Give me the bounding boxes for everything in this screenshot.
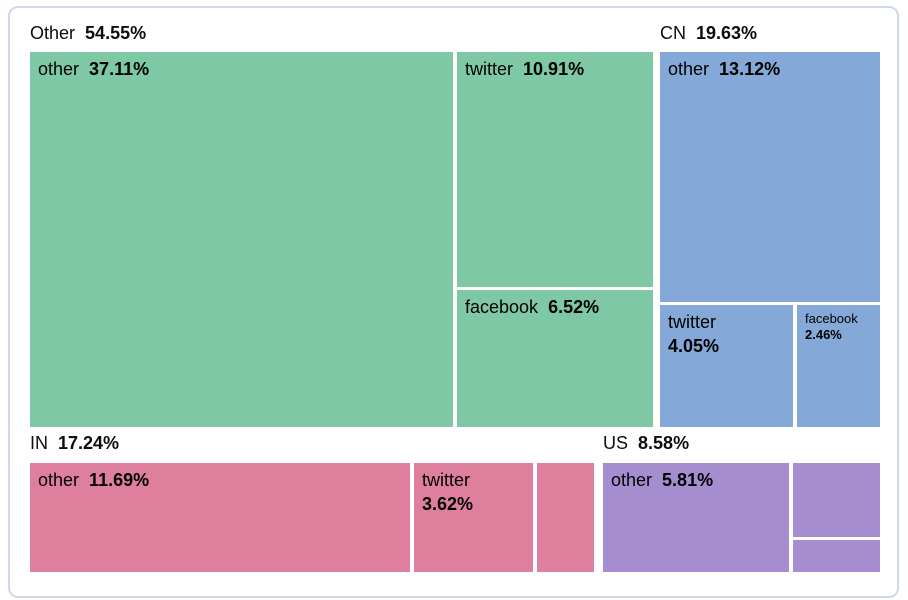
cell-other-twitter[interactable]: twitter 10.91% [457,52,653,287]
group-name: IN [30,433,48,453]
cell-value: 11.69% [89,470,150,490]
group-value: 54.55% [85,23,147,43]
cell-in-other[interactable]: other 11.69% [30,463,410,572]
cell-label: facebook [805,311,858,326]
cell-label: twitter [465,59,514,79]
cell-label: other [611,470,653,490]
cell-other-facebook[interactable]: facebook 6.52% [457,290,653,427]
cell-label: other [38,470,80,490]
group-name: CN [660,23,686,43]
cell-value: 13.12% [719,59,781,79]
group-label-cn: CN 19.63% [660,20,757,46]
group-label-us: US 8.58% [603,430,689,456]
group-value: 17.24% [58,433,120,453]
cell-in-unlabeled[interactable] [537,463,594,572]
cell-value: 6.52% [548,297,600,317]
group-label-in: IN 17.24% [30,430,119,456]
cell-us-other[interactable]: other 5.81% [603,463,789,572]
group-value: 8.58% [638,433,690,453]
cell-cn-twitter[interactable]: twitter 4.05% [660,305,793,427]
cell-value: 5.81% [662,470,714,490]
cell-cn-facebook[interactable]: facebook 2.46% [797,305,880,427]
cell-cn-other[interactable]: other 13.12% [660,52,880,302]
cell-value: 3.62% [422,494,474,514]
group-label-other: Other 54.55% [30,20,146,46]
group-name: Other [30,23,76,43]
cell-value: 37.11% [89,59,150,79]
cell-value: 2.46% [805,327,842,342]
group-name: US [603,433,629,453]
cell-label: facebook [465,297,539,317]
cell-other-other[interactable]: other 37.11% [30,52,453,427]
cell-us-unlabeled-top[interactable] [793,463,880,537]
cell-label: other [38,59,80,79]
cell-label: twitter [422,470,471,490]
group-value: 19.63% [696,23,758,43]
cell-label: other [668,59,710,79]
cell-value: 4.05% [668,336,720,356]
cell-us-unlabeled-bottom[interactable] [793,540,880,572]
cell-value: 10.91% [523,59,585,79]
cell-label: twitter [668,312,717,332]
cell-in-twitter[interactable]: twitter 3.62% [414,463,533,572]
